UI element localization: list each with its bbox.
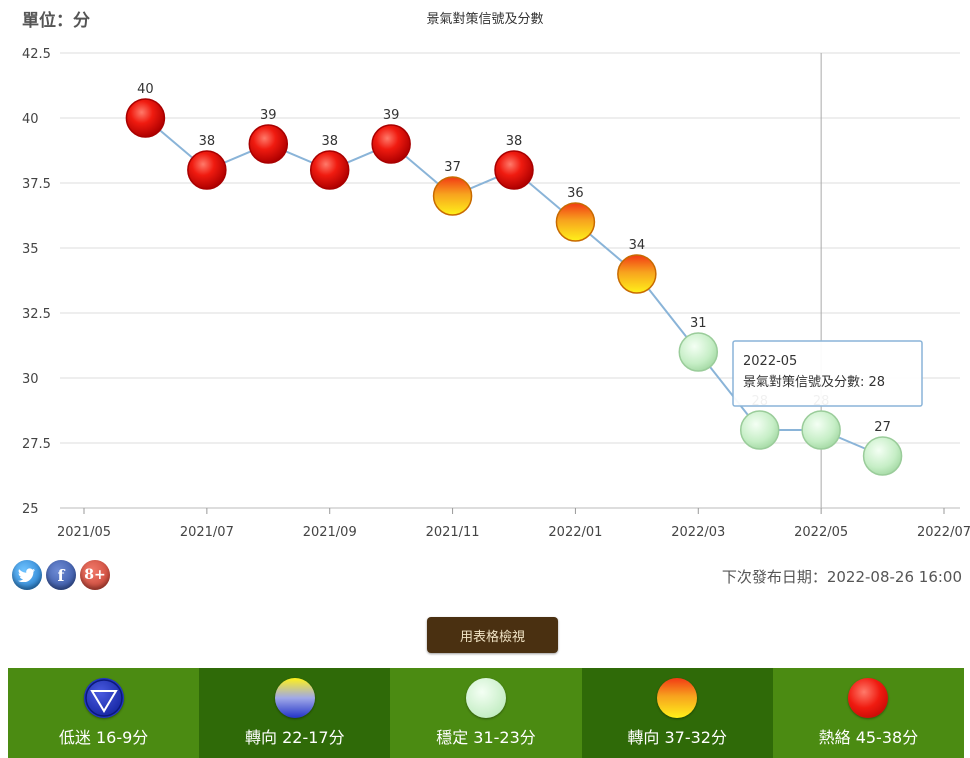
chart-title: 景氣對策信號及分數 bbox=[426, 12, 544, 27]
data-label: 40 bbox=[137, 82, 154, 97]
yellow-red-signal-icon bbox=[657, 678, 698, 718]
x-tick-label: 2021/09 bbox=[303, 525, 357, 540]
legend-item-stable: 穩定 31-23分 bbox=[390, 668, 582, 758]
data-point bbox=[309, 150, 350, 190]
next-release-date: 下次發布日期：2022-08-26 16:00 bbox=[721, 568, 962, 586]
social-share-bar: f 8+ bbox=[12, 560, 110, 590]
tooltip-date: 2022-05 bbox=[743, 354, 797, 369]
y-tick-label: 35 bbox=[22, 242, 39, 257]
y-tick-label: 37.5 bbox=[22, 177, 51, 192]
signal-chart: 25 27.5 30 32.5 35 37.5 40 42.5 2021/05 2021/07 20… bbox=[22, 47, 970, 540]
x-tick-label: 2021/05 bbox=[57, 525, 111, 540]
data-point bbox=[187, 150, 227, 190]
legend-item-turning-down: 轉向 22-17分 bbox=[199, 668, 391, 758]
data-label: 38 bbox=[506, 134, 523, 149]
table-view-button[interactable]: 用表格檢視 bbox=[427, 617, 558, 653]
y-tick-label: 42.5 bbox=[22, 47, 51, 62]
data-point bbox=[371, 124, 411, 164]
data-point bbox=[862, 436, 903, 476]
twitter-icon[interactable] bbox=[12, 560, 42, 590]
x-tick-label: 2022/07 bbox=[917, 525, 970, 540]
green-signal-icon bbox=[466, 678, 506, 718]
legend-label-turning-up: 轉向 37-32分 bbox=[627, 728, 727, 747]
data-label: 37 bbox=[444, 160, 461, 175]
x-tick-label: 2021/07 bbox=[180, 525, 234, 540]
data-label: 36 bbox=[567, 186, 584, 201]
legend-item-turning-up: 轉向 37-32分 bbox=[581, 668, 773, 758]
facebook-icon[interactable]: f bbox=[46, 560, 76, 590]
y-tick-label: 40 bbox=[22, 112, 39, 127]
data-label: 38 bbox=[199, 134, 216, 149]
tooltip-box bbox=[732, 340, 923, 407]
data-point bbox=[678, 332, 719, 372]
red-signal-icon bbox=[848, 678, 889, 718]
x-tick-label: 2021/11 bbox=[426, 525, 480, 540]
data-label: 39 bbox=[383, 108, 400, 123]
x-tick-label: 2022/05 bbox=[794, 525, 848, 540]
data-point bbox=[494, 150, 534, 190]
blue-signal-icon bbox=[83, 678, 124, 718]
unit-label: 單位：分 bbox=[22, 11, 90, 31]
data-point bbox=[739, 410, 780, 450]
y-tick-label: 30 bbox=[22, 372, 39, 387]
legend-label-booming: 熱絡 45-38分 bbox=[818, 728, 919, 747]
legend-label-turning-down: 轉向 22-17分 bbox=[245, 728, 345, 747]
data-point bbox=[125, 98, 166, 138]
google-plus-icon[interactable]: 8+ bbox=[80, 560, 110, 590]
data-point bbox=[801, 410, 841, 450]
data-label: 38 bbox=[321, 134, 338, 149]
legend-label-stable: 穩定 31-23分 bbox=[436, 728, 536, 747]
y-tick-label: 25 bbox=[22, 502, 39, 517]
legend-item-low: 低迷 16-9分 bbox=[8, 668, 200, 758]
legend-label-low: 低迷 16-9分 bbox=[58, 728, 149, 747]
data-label: 34 bbox=[629, 238, 646, 253]
data-point bbox=[617, 254, 657, 294]
tooltip-value: 景氣對策信號及分數: 28 bbox=[743, 374, 885, 390]
signal-legend: 低迷 16-9分 轉向 22-17分 穩定 31-23分 轉向 37-32分 熱… bbox=[8, 668, 965, 758]
data-point bbox=[555, 202, 596, 242]
data-label: 39 bbox=[260, 108, 277, 123]
data-point bbox=[432, 176, 473, 216]
legend-item-booming: 熱絡 45-38分 bbox=[772, 668, 965, 758]
data-label: 31 bbox=[690, 316, 707, 331]
x-tick-label: 2022/03 bbox=[671, 525, 725, 540]
y-tick-label: 27.5 bbox=[22, 437, 51, 452]
data-label: 27 bbox=[874, 420, 891, 435]
data-point bbox=[248, 124, 289, 164]
y-tick-label: 32.5 bbox=[22, 307, 51, 322]
x-tick-label: 2022/01 bbox=[548, 525, 602, 540]
yellow-blue-signal-icon bbox=[274, 678, 315, 718]
